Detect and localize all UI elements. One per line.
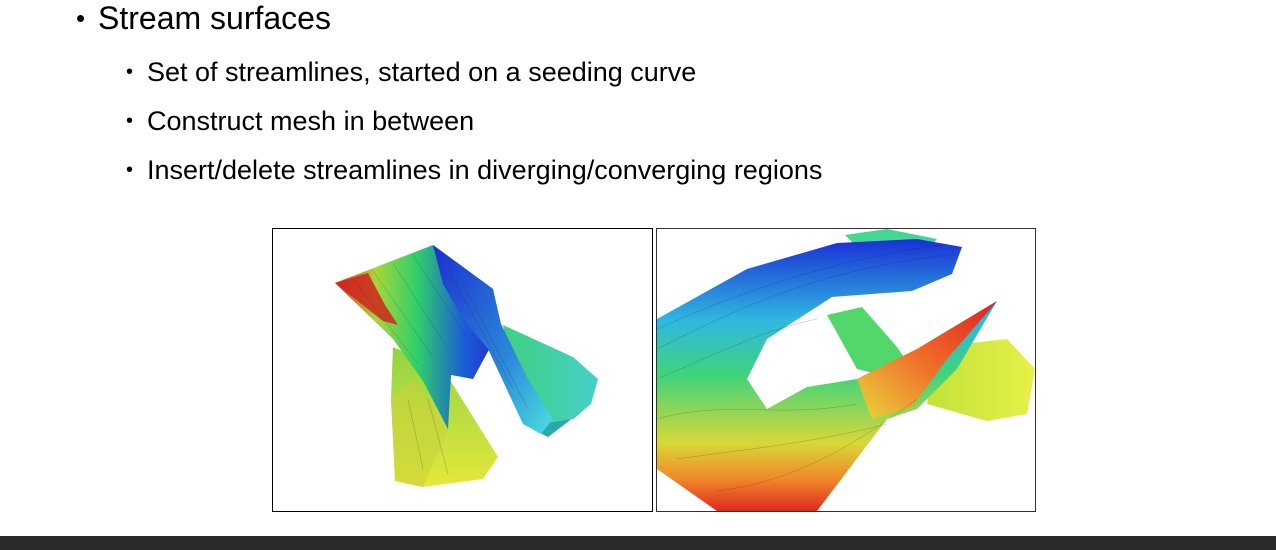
slide-heading: Stream surfaces	[98, 0, 331, 36]
bullet-dot: •	[76, 2, 86, 33]
stream-surface-figure-left	[272, 228, 653, 512]
sub-bullet-text: Construct mesh in between	[147, 105, 475, 136]
bullet-dot: •	[126, 109, 134, 132]
sub-bullet-1: • Set of streamlines, started on a seedi…	[126, 56, 696, 88]
sub-bullet-text: Set of streamlines, started on a seeding…	[147, 56, 697, 87]
bullet-dot: •	[126, 158, 134, 181]
bullet-dot: •	[126, 60, 134, 83]
stream-surface-image	[657, 229, 1035, 511]
slide: • Stream surfaces • Set of streamlines, …	[76, 0, 1036, 512]
stream-surface-figure-right	[656, 228, 1036, 512]
heading-bullet: • Stream surfaces	[76, 0, 331, 36]
stream-surface-image	[335, 245, 598, 487]
sub-bullet-3: • Insert/delete streamlines in diverging…	[126, 154, 822, 186]
sub-bullet-text: Insert/delete streamlines in diverging/c…	[147, 154, 823, 185]
sub-bullet-2: • Construct mesh in between	[126, 105, 474, 137]
bottom-bar	[0, 536, 1276, 550]
